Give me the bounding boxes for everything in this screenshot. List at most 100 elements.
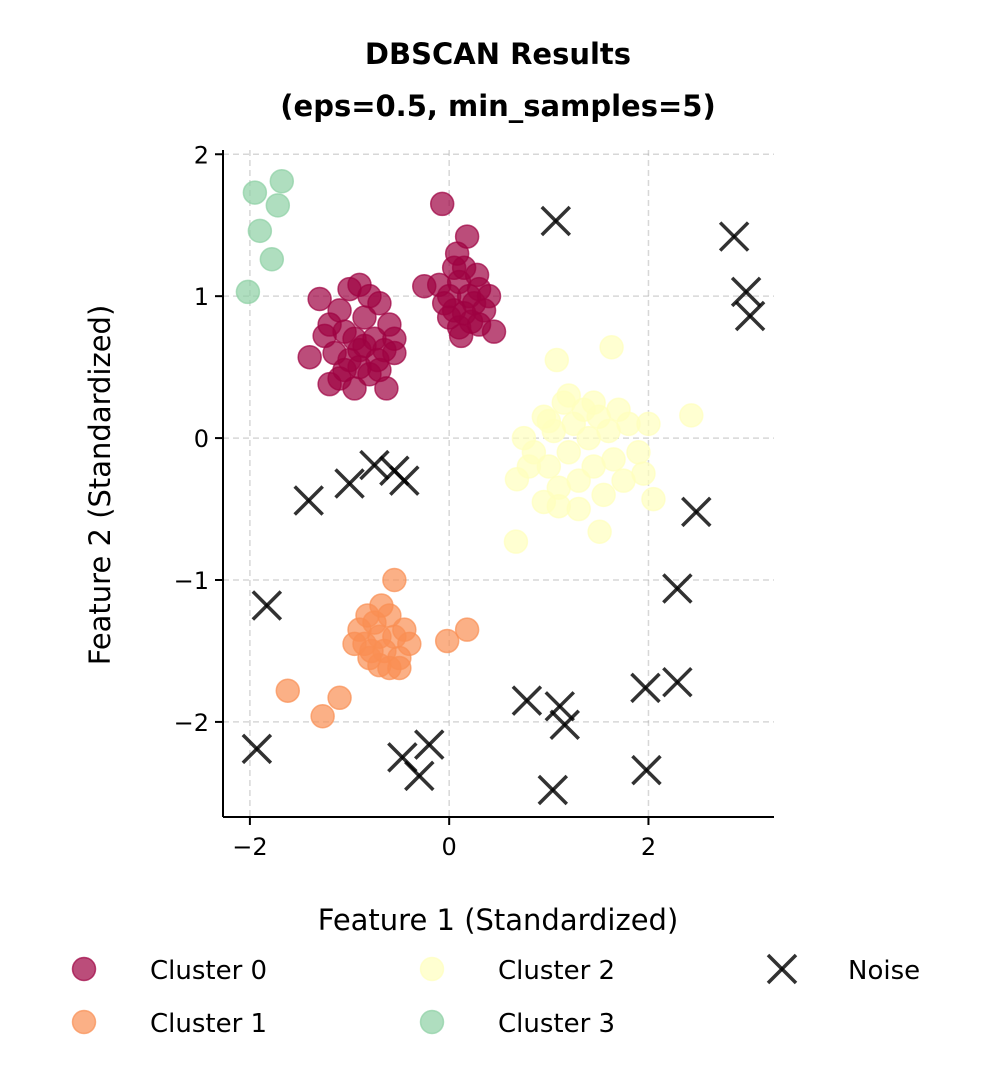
cluster-0-point [367,291,392,316]
noise-point [359,449,390,481]
noise-point [734,300,766,332]
y-tick-label: 1 [194,283,209,311]
cluster-0-point [412,273,437,299]
cluster-0-point [448,323,474,349]
noise-x-stroke [730,276,762,308]
noise-point [404,760,435,792]
cluster-0-point [312,323,337,349]
cluster-2-point [601,447,626,472]
cluster-1-point [397,631,422,657]
noise-x-stroke [404,760,435,792]
cluster-0-point [317,371,342,397]
cluster-0-point [429,191,455,217]
cluster-2-point [626,440,651,465]
noise-x-stroke [251,590,283,621]
cluster-1-point [434,628,460,654]
noise-point [631,754,662,786]
x-tick-label: 0 [442,833,457,861]
legend-marker-cluster-0 [71,956,97,982]
cluster-1-point [275,678,301,703]
noise-x-stroke [734,300,766,332]
cluster-3-point [247,218,273,244]
noise-x-stroke [631,754,662,786]
legend-label-cluster-0: Cluster 0 [150,956,267,986]
cluster-3-point [269,168,295,194]
legend-marker-cluster-3 [419,1009,445,1035]
cluster-2-point [641,486,666,512]
axes [222,150,774,818]
noise-point [334,468,365,499]
noise-x-stroke [766,953,798,985]
cluster-3-point [265,193,291,218]
cluster-2-point [556,383,581,408]
legend-marker-noise [766,953,798,985]
legend: Cluster 0 Cluster 1 Cluster 2 Cluster 3 Nois… [71,953,920,1039]
noise-x-stroke [414,729,445,760]
noise-point [662,666,693,698]
cluster-2-point [536,408,562,434]
cluster-0-point [431,291,457,316]
cluster-1-point [327,685,352,711]
noise-point [511,685,543,716]
legend-label-cluster-2: Cluster 2 [498,956,615,986]
cluster-3-point [235,279,261,305]
cluster-2-point [544,347,570,373]
grid [223,150,774,817]
cluster-2-point [511,425,537,451]
legend-label-cluster-3: Cluster 3 [498,1009,615,1039]
cluster-0-point [466,312,492,337]
noise-x-stroke [549,709,580,740]
cluster-2-point [631,461,656,486]
y-axis-label: Feature 2 (Standardized) [83,305,117,666]
cluster-2-point [587,519,612,545]
legend-label-cluster-1: Cluster 1 [150,1009,267,1039]
noise-point [544,691,576,722]
cluster-0-point [476,283,502,309]
legend-marker-cluster-2 [419,956,445,982]
noise-point [681,496,712,528]
cluster-1-point [454,617,480,642]
cluster-2-point [581,390,606,415]
noise-point [630,672,661,704]
cluster-0-point [352,305,377,330]
noise-x-stroke [681,496,712,528]
cluster-2-point [566,468,591,493]
y-tick-label: −2 [174,709,209,737]
noise-point [241,733,273,765]
noise-x-stroke [293,485,324,516]
ticks: −2 0 2 −2 −1 0 1 2 [174,141,656,861]
cluster-0-point [347,337,372,363]
cluster-2-point [636,411,661,437]
noise-point [540,205,572,237]
noise-point [251,590,283,621]
y-tick-label: −1 [174,567,209,595]
cluster-0-point [332,357,357,383]
cluster-2-point [679,403,704,428]
noise-x-stroke [718,221,750,252]
cluster-0-point [464,262,490,288]
cluster-2-point [531,489,557,515]
cluster-2-point [504,466,530,492]
x-axis-label: Feature 1 (Standardized) [318,903,679,937]
cluster-0-point [297,344,322,370]
cluster-1-point [359,638,384,664]
cluster-3-point [242,180,268,205]
y-tick-label: 2 [194,141,209,169]
cluster-1-point [369,593,394,618]
noise-x-stroke [544,691,576,722]
noise-x-stroke [334,468,365,499]
noise-point [730,276,762,308]
cluster-2-point [503,529,529,554]
noise-point [537,774,569,806]
cluster-2-point [556,440,581,465]
x-tick-label: 2 [641,833,656,861]
noise-x-stroke [511,685,543,716]
noise-x-stroke [387,742,418,773]
cluster-2-point [591,482,616,508]
cluster-3-point [259,247,285,272]
cluster-1-point [387,655,412,681]
cluster-2-point [599,335,624,360]
cluster-0-point [307,286,332,312]
cluster-0-point [454,224,480,249]
